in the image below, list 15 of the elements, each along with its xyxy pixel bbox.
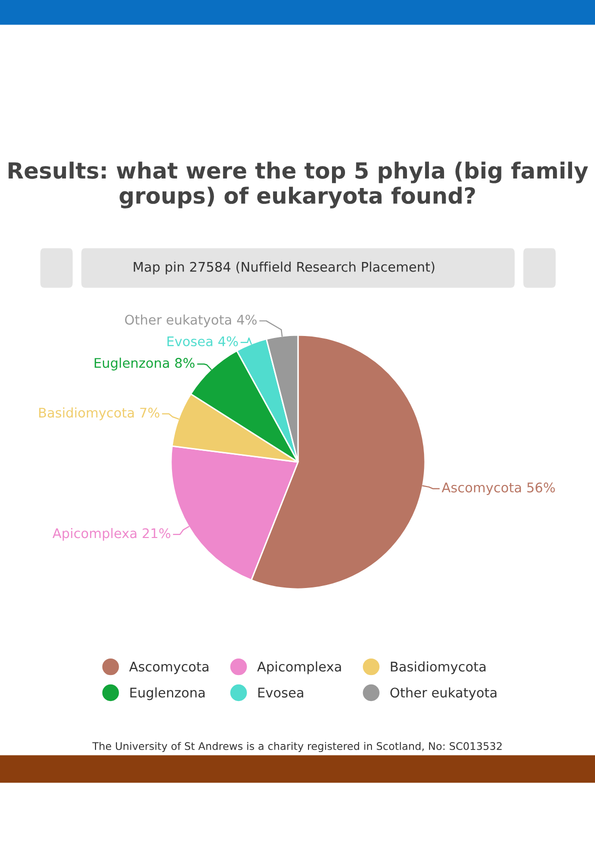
legend-label: Euglenzona [130,687,205,700]
legend-label: Evosea [258,688,304,698]
chart-title: Results: what were the top 5 phyla (big family groups) of eukaryota found? [8,162,588,208]
category-label: Other eukatyota 4% [125,314,257,328]
text: The University of St Andrews is a charity registered in Scotland, No: SC013532 [92,742,502,752]
chart-subtitle: Map pin 27584 (Nuffield Research Placement) [134,262,434,274]
category-label: Basidiomycota 7% [39,407,160,420]
legend-label: Other eukatyota [390,687,496,700]
category-label: Euglenzona 8% [94,358,194,370]
legend-label: Apicomplexa [257,661,341,674]
legend-label: Ascomycota [129,662,208,674]
category-label: Ascomycota 56% [442,482,555,496]
category-label: Apicomplexa 21% [52,528,170,541]
legend-label: Basidiomycota [390,661,486,674]
category-label: Evosea 4% [167,336,238,346]
